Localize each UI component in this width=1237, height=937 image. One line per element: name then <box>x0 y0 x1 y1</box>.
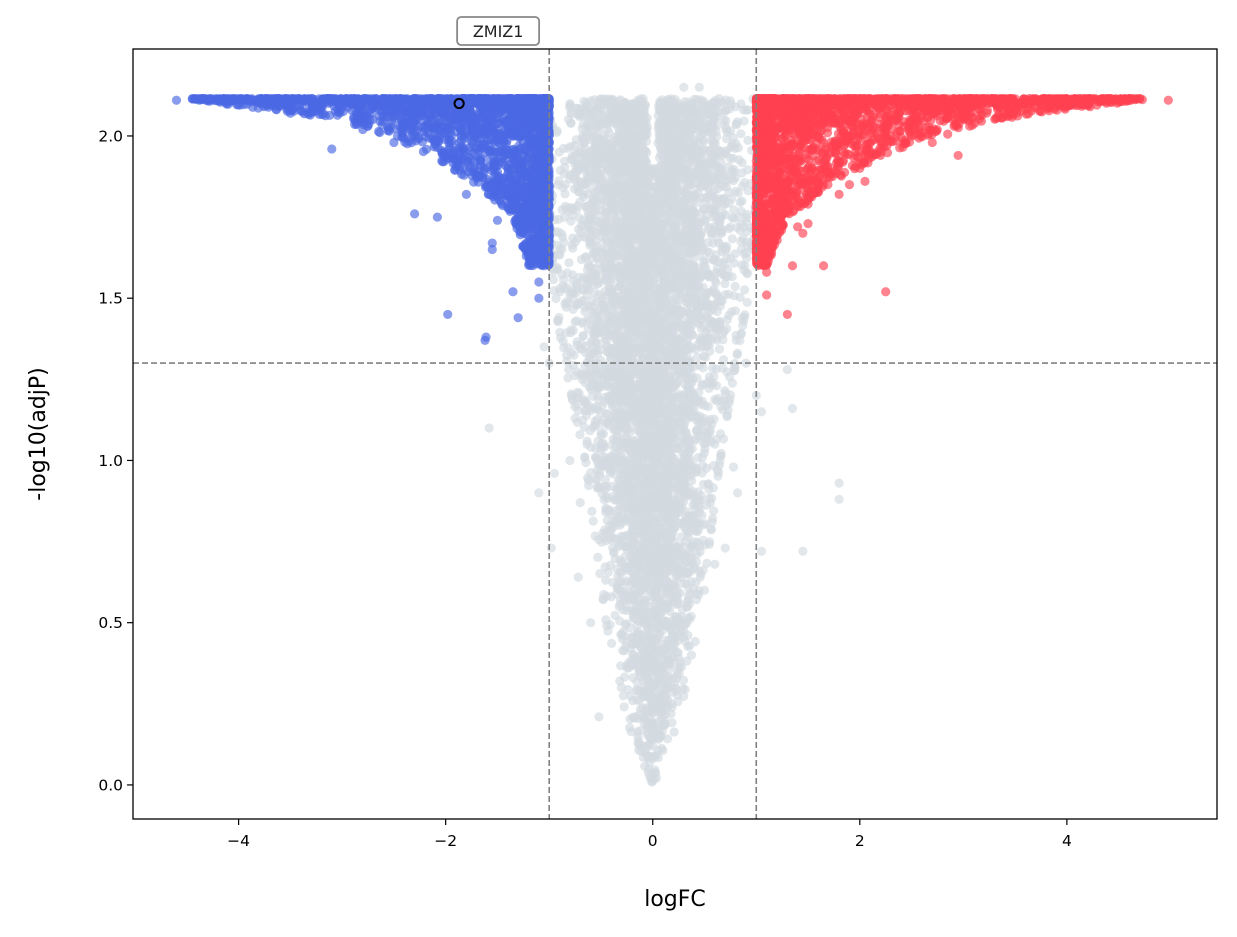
point-ns <box>742 269 752 279</box>
point-ns <box>575 430 585 440</box>
point-ns <box>563 143 573 153</box>
point-ns <box>586 468 596 478</box>
point-ns <box>703 237 713 248</box>
point-ns <box>608 543 618 553</box>
point-ns <box>564 258 574 268</box>
point-ns <box>587 506 597 516</box>
point-ns <box>559 343 569 353</box>
point-ns <box>620 672 630 682</box>
point-ns <box>690 636 700 647</box>
point-ns <box>611 505 621 516</box>
point-ns <box>740 310 750 320</box>
point-ns <box>689 523 699 533</box>
point-ns <box>733 188 744 198</box>
point-ns <box>601 271 611 281</box>
point-ns <box>584 481 594 491</box>
point-ns <box>581 458 591 468</box>
point-ns <box>716 429 726 439</box>
point-ns <box>548 275 559 285</box>
point-ns <box>602 315 612 325</box>
point-ns <box>708 461 719 471</box>
point-ns <box>572 316 582 326</box>
point-ns <box>704 539 714 550</box>
point-ns <box>592 253 603 263</box>
point-ns <box>607 176 618 186</box>
point-ns <box>621 641 631 652</box>
point-ns <box>707 493 717 503</box>
point-ns <box>675 504 685 514</box>
point-ns <box>562 356 572 366</box>
point-ns <box>730 281 740 292</box>
point-ns <box>569 350 579 360</box>
point-ns <box>732 350 742 360</box>
point-ns <box>615 616 625 626</box>
point-ns <box>607 638 617 649</box>
point-ns <box>720 177 730 187</box>
point-ns <box>598 594 608 604</box>
point-ns <box>679 523 690 533</box>
point-ns <box>616 682 626 693</box>
point-ns <box>685 318 696 328</box>
point-ns <box>671 281 681 291</box>
point-ns <box>551 293 561 304</box>
point-ns <box>730 363 740 373</box>
point-ns <box>588 516 598 526</box>
point-ns <box>720 279 730 289</box>
point-ns <box>645 733 655 743</box>
point-ns <box>714 344 725 354</box>
point-ns <box>616 661 626 671</box>
point-ns <box>724 372 735 382</box>
point-ns <box>601 575 611 585</box>
point-ns <box>706 525 716 535</box>
point-ns <box>735 292 745 302</box>
point-ns <box>636 650 646 660</box>
point-ns <box>568 304 578 314</box>
point-ns <box>736 129 746 139</box>
point-ns <box>692 352 702 362</box>
point-ns <box>687 540 697 550</box>
point-ns <box>742 297 752 307</box>
point-ns <box>587 295 598 305</box>
point-ns <box>632 685 642 696</box>
point-ns <box>722 410 732 420</box>
point-ns <box>662 440 673 450</box>
point-ns <box>667 718 677 728</box>
point-ns <box>680 636 690 646</box>
point-ns <box>601 615 611 625</box>
point-ns <box>603 626 613 636</box>
point-ns <box>683 613 693 623</box>
point-ns <box>549 286 559 296</box>
point-ns <box>554 147 564 157</box>
point-ns <box>635 709 645 720</box>
point-ns <box>669 727 679 737</box>
point-ns <box>625 714 635 724</box>
point-ns <box>554 312 564 323</box>
point-ns <box>697 468 707 478</box>
point-ns <box>695 547 705 557</box>
point-ns <box>709 254 719 264</box>
point-ns <box>679 626 689 636</box>
point-ns <box>621 576 631 586</box>
point-ns <box>673 186 683 196</box>
point-ns <box>583 314 593 324</box>
point-ns <box>730 306 741 316</box>
point-ns <box>698 565 708 575</box>
point-ns <box>739 116 749 126</box>
point-ns <box>593 552 603 563</box>
data-points <box>171 82 1173 787</box>
point-ns <box>559 237 569 247</box>
point-ns <box>727 234 737 244</box>
point-ns <box>743 135 753 145</box>
point-ns <box>737 196 747 206</box>
point-ns <box>654 609 664 619</box>
point-ns <box>563 114 574 124</box>
point-ns <box>741 253 752 263</box>
point-ns <box>721 124 731 134</box>
point-ns <box>664 664 674 674</box>
point-ns <box>641 476 651 486</box>
point-ns <box>586 406 596 416</box>
